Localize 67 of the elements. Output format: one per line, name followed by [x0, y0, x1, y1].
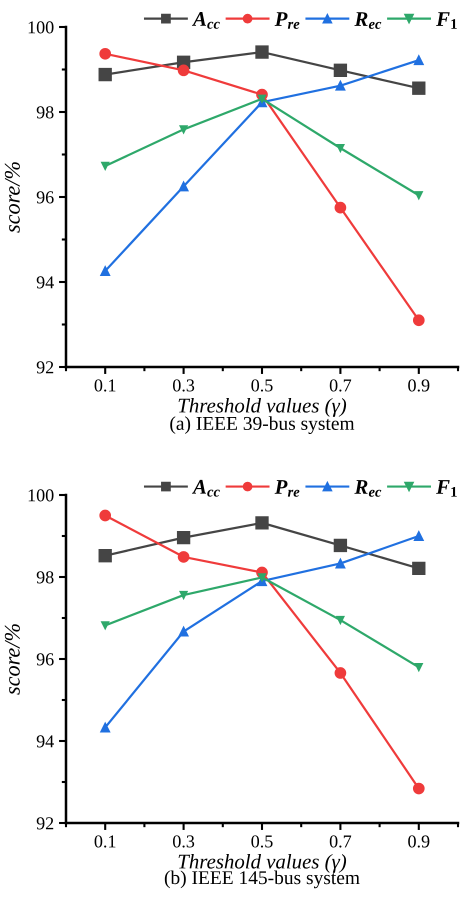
legend-label: A$_{cc}$ [192, 480, 220, 497]
legend-label: R$_{ec}$ [354, 12, 382, 29]
point [178, 626, 189, 637]
point [178, 181, 189, 192]
legend-label: R$_{ec}$ [354, 480, 382, 497]
y-tick-label: 100 [28, 21, 54, 34]
point [336, 616, 345, 624]
point [258, 573, 266, 582]
point [101, 621, 110, 630]
x-tick-label: 0.3 [173, 835, 194, 848]
point [100, 722, 110, 732]
x-tick-label: 0.9 [408, 379, 430, 392]
legend-label: A$_{cc}$ [192, 12, 220, 29]
legend-label: F$_{1}$ [436, 12, 457, 29]
point [176, 530, 190, 544]
point [258, 94, 266, 103]
point [255, 516, 269, 530]
x-tick-label: 0.5 [251, 379, 273, 392]
point [178, 64, 190, 76]
y-axis-title: score/% [4, 162, 20, 233]
point [100, 266, 110, 276]
y-tick-label: 96 [36, 653, 54, 666]
y-tick-label: 100 [28, 489, 54, 502]
point [334, 202, 346, 214]
point [335, 558, 346, 568]
point [178, 551, 190, 563]
x-tick-label: 0.7 [330, 379, 352, 392]
y-tick-label: 92 [36, 817, 54, 830]
y-tick-label: 94 [36, 276, 54, 288]
point [414, 531, 424, 541]
x-tick-label: 0.7 [330, 835, 352, 848]
y-axis-title: score/% [4, 624, 20, 695]
point [101, 162, 110, 170]
y-tick-label: 98 [36, 106, 54, 118]
point [98, 549, 112, 562]
text: (a) IEEE 39-bus system [170, 416, 354, 434]
point [412, 782, 425, 794]
legend-label: P$_{re}$ [274, 12, 300, 29]
point [412, 314, 425, 326]
point [414, 663, 423, 672]
x-tick-label: 0.1 [94, 379, 116, 392]
y-tick-label: 94 [36, 735, 54, 748]
point [336, 144, 345, 152]
x-tick-label: 0.9 [408, 835, 430, 848]
x-axis-title: Threshold values (γ) [178, 398, 346, 417]
point [98, 68, 112, 82]
point [334, 64, 348, 78]
point [99, 510, 112, 522]
y-tick-label: 96 [36, 191, 54, 204]
point [412, 562, 426, 576]
legend-label: P$_{re}$ [274, 480, 300, 497]
x-tick-label: 0.1 [94, 835, 116, 848]
point [334, 538, 348, 552]
legend-label: F$_{1}$ [436, 480, 457, 497]
point [179, 590, 188, 600]
point [99, 48, 112, 60]
point [255, 45, 269, 59]
point [335, 80, 346, 91]
point [334, 667, 346, 679]
x-tick-label: 0.3 [173, 379, 194, 392]
point [179, 125, 188, 134]
x-tick-label: 0.5 [251, 835, 273, 848]
y-tick-label: 92 [36, 361, 54, 374]
y-tick-label: 98 [36, 571, 54, 584]
point [412, 82, 426, 95]
point [414, 191, 423, 200]
point [414, 55, 424, 66]
